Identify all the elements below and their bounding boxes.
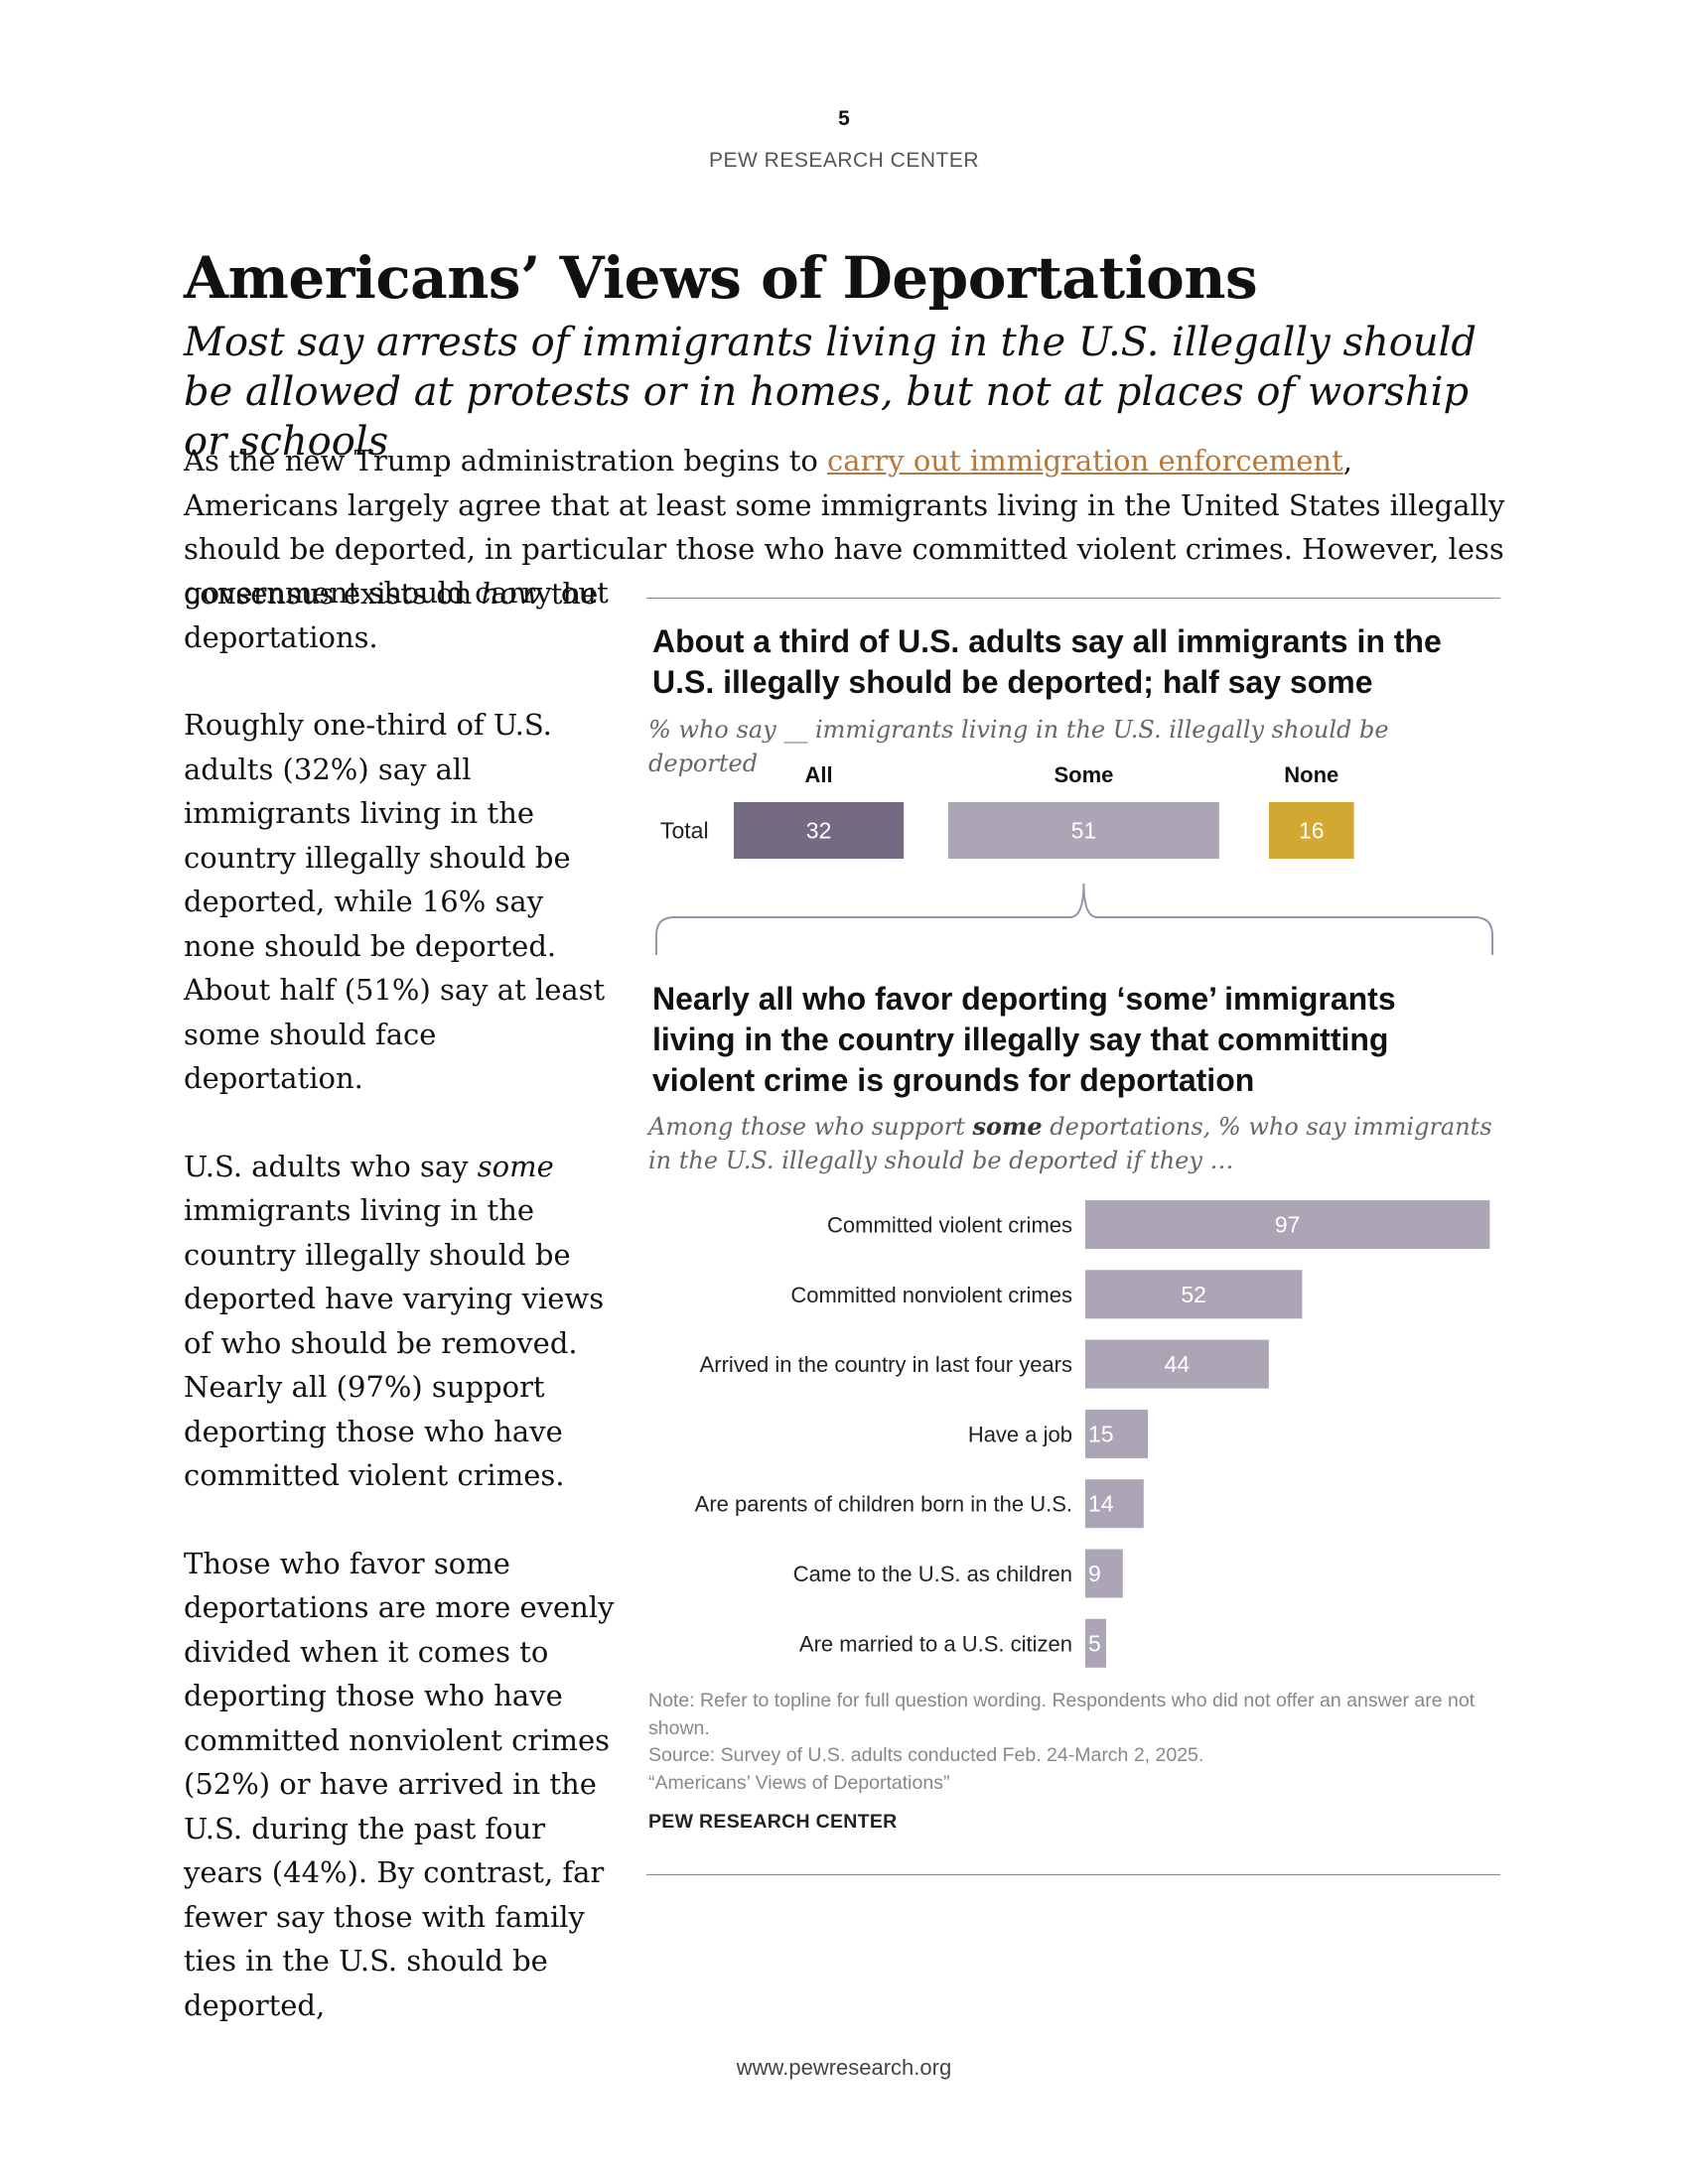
p3-emphasis: some xyxy=(477,1149,554,1183)
chart1-value-none: 16 xyxy=(1299,818,1325,844)
chart2-bar xyxy=(1085,1479,1144,1529)
chart2-value-label: 9 xyxy=(1088,1561,1101,1586)
intro-paragraph: As the new Trump administration begins t… xyxy=(184,439,1514,615)
chart2-category-label: Are parents of children born in the U.S. xyxy=(695,1492,1072,1517)
chart2-bar xyxy=(1085,1270,1303,1319)
chart2-value-label: 14 xyxy=(1088,1491,1114,1517)
page-number: 5 xyxy=(838,107,850,130)
body-paragraph-2: Roughly one-third of U.S. adults (32%) s… xyxy=(184,708,606,1095)
left-column: government should carry out deportations… xyxy=(184,571,621,2027)
chart2-value-label: 97 xyxy=(1275,1212,1301,1238)
chart-top-rule xyxy=(646,598,1500,599)
chart1-bar-all xyxy=(734,802,905,859)
intro-text-1: As the new Trump administration begins t… xyxy=(184,444,828,478)
chart2-value-label: 15 xyxy=(1088,1421,1114,1446)
chart-note: Note: Refer to topline for full question… xyxy=(648,1690,1476,1739)
body-paragraph-1: government should carry out deportations… xyxy=(184,576,609,654)
chart2-category-label: Committed violent crimes xyxy=(827,1213,1072,1238)
chart2-value-label: 44 xyxy=(1165,1351,1191,1377)
chart2-value-label: 52 xyxy=(1181,1282,1206,1307)
intro-emphasis: how xyxy=(481,576,542,611)
chart1-bar-none xyxy=(1269,802,1354,859)
p3-text-2: immigrants living in the country illegal… xyxy=(184,1193,605,1492)
chart2-subtitle-1: Among those who support xyxy=(648,1113,973,1141)
chart2-bar xyxy=(1085,1200,1490,1249)
chart2-category-label: Are married to a U.S. citizen xyxy=(799,1631,1072,1656)
chart-credit: PEW RESEARCH CENTER xyxy=(648,1811,898,1833)
chart-notes: Note: Refer to topline for full question… xyxy=(648,1688,1492,1797)
chart-source: Source: Survey of U.S. adults conducted … xyxy=(648,1744,1204,1766)
p3-text-1: U.S. adults who say xyxy=(184,1149,478,1183)
chart2-title: Nearly all who favor deporting ‘some’ im… xyxy=(652,981,1396,1098)
chart-bottom-rule xyxy=(646,1874,1500,1875)
immigration-enforcement-link[interactable]: carry out immigration enforcement xyxy=(827,444,1343,478)
chart-report-title: “Americans’ Views of Deportations” xyxy=(648,1771,950,1794)
body-paragraph-4: Those who favor some deportations are mo… xyxy=(184,1546,615,2022)
chart1-bracket xyxy=(655,883,1493,955)
chart1-legend-none: None xyxy=(1284,762,1338,787)
chart2-value-label: 5 xyxy=(1088,1630,1101,1656)
intro-text-3: the xyxy=(541,576,599,611)
chart1-legend-all: All xyxy=(805,762,833,787)
intro-text-2: , Americans largely agree that at least … xyxy=(184,444,1505,611)
chart2-category-label: Came to the U.S. as children xyxy=(793,1562,1072,1586)
page-title: Americans’ Views of Deportations xyxy=(184,244,1258,312)
chart1-subtitle: % who say __ immigrants living in the U.… xyxy=(648,716,1389,777)
chart1-title: About a third of U.S. adults say all imm… xyxy=(652,623,1442,700)
chart2-subtitle-2: deportations, % who say immigrants in th… xyxy=(648,1113,1492,1174)
chart2-subtitle: Among those who support some deportation… xyxy=(648,1110,1492,1177)
chart1-value-some: 51 xyxy=(1071,818,1097,844)
page-subtitle: Most say arrests of immigrants living in… xyxy=(184,320,1477,465)
chart2-subtitle-bold: some xyxy=(972,1112,1043,1141)
chart-figure: About a third of U.S. adults say all imm… xyxy=(646,598,1500,1876)
chart1-legend-some: Some xyxy=(1054,762,1113,787)
chart2-svg: Committed violent crimes 97 Committed nonv… xyxy=(695,1200,1490,1668)
chart1-category-label: Total xyxy=(660,818,709,844)
chart2-category-label: Arrived in the country in last four year… xyxy=(700,1352,1072,1377)
chart1-value-all: 32 xyxy=(806,818,832,844)
chart2-bar xyxy=(1085,1618,1106,1668)
chart2-category-label: Have a job xyxy=(968,1422,1072,1446)
chart2-bar xyxy=(1085,1549,1123,1598)
chart2-bar xyxy=(1085,1339,1269,1389)
footer-url[interactable]: www.pewresearch.org xyxy=(736,2055,952,2080)
chart1-bar-some xyxy=(948,802,1219,859)
body-paragraph-3: U.S. adults who say some immigrants livi… xyxy=(184,1145,621,1498)
chart1-svg: Total All 32 Some 51 None 16 xyxy=(655,762,1493,955)
org-header: PEW RESEARCH CENTER xyxy=(708,149,980,172)
chart2-category-label: Committed nonviolent crimes xyxy=(790,1283,1072,1307)
chart2-bar xyxy=(1085,1409,1148,1458)
